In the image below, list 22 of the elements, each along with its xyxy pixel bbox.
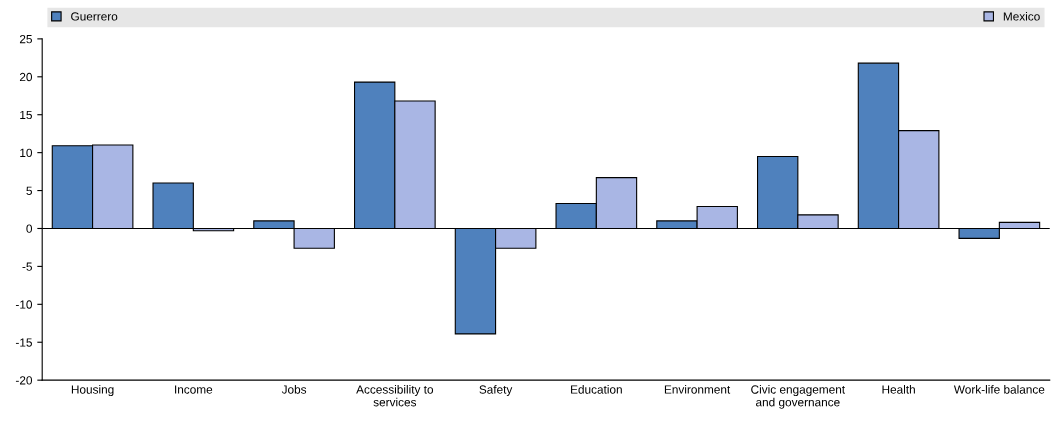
x-tick-label: Accessibility to services (356, 385, 434, 407)
x-tick-label: Civic engagement and governance (751, 385, 846, 409)
y-tick-label: -10 (15, 300, 33, 309)
legend-label: Mexico (1003, 11, 1040, 21)
x-tick-label: Health (882, 385, 915, 394)
x-tick-label: Housing (71, 385, 114, 397)
legend-label: Guerrero (71, 12, 118, 21)
x-tick-label: Environment (664, 385, 731, 394)
y-tick-label: 10 (20, 148, 33, 158)
x-tick-label: Education (571, 385, 622, 394)
y-tick-label: -20 (15, 376, 33, 385)
y-tick-label: -5 (22, 262, 32, 271)
y-tick-label: 15 (20, 110, 32, 120)
y-tick-label: 0 (26, 224, 33, 233)
y-tick-label: 20 (19, 72, 33, 82)
y-tick-label: -15 (15, 338, 32, 347)
x-tick-label: Income (175, 385, 213, 394)
y-tick-label: 25 (19, 34, 32, 44)
x-tick-label: Work-life balance (953, 385, 1045, 394)
x-tick-label: Safety (479, 385, 513, 397)
x-tick-label: Jobs (281, 385, 307, 394)
y-tick-label: 5 (26, 186, 32, 195)
